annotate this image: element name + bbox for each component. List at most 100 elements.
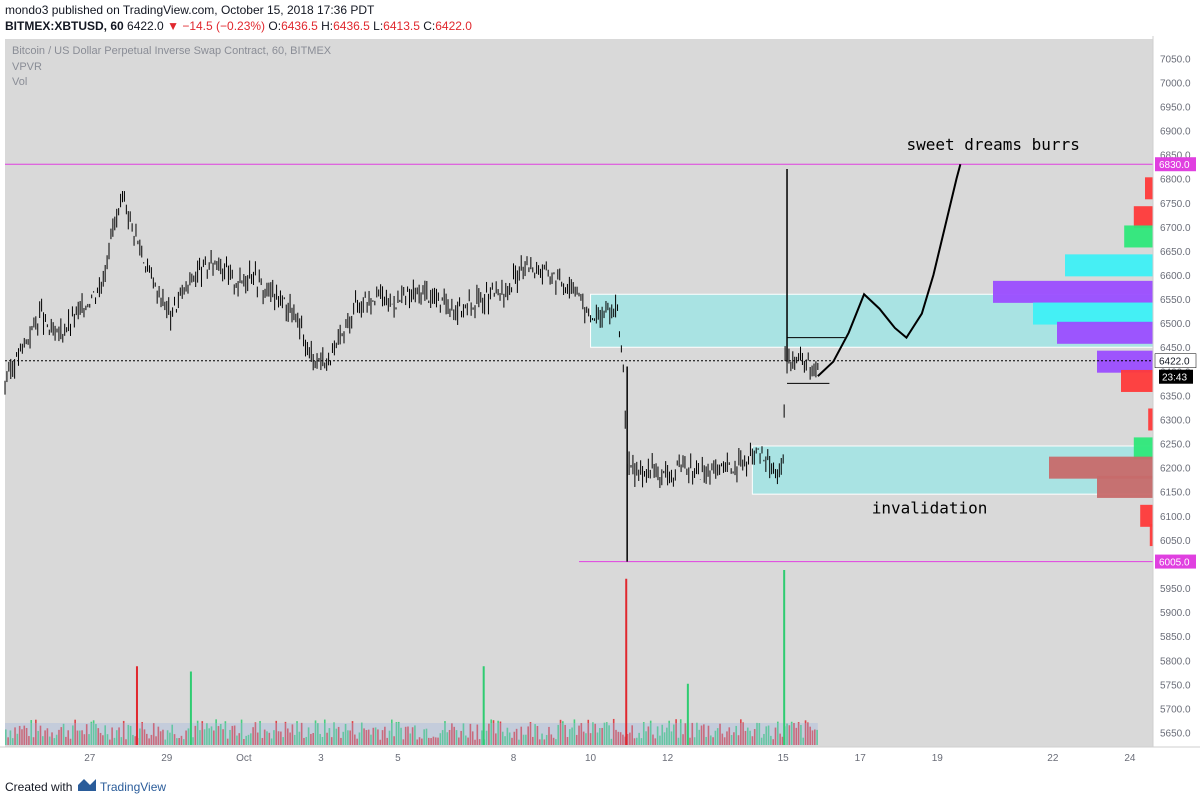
countdown-label-front: 23:43 [1162, 373, 1187, 384]
author-link[interactable]: mondo3 [5, 3, 49, 17]
volume-bar [263, 729, 266, 745]
volume-bar [790, 721, 793, 745]
volume-bar [592, 722, 594, 745]
volume-bar [319, 733, 321, 745]
volume-bar [120, 737, 123, 745]
price-tag-value: 6830.0 [1159, 160, 1190, 171]
volume-bar [95, 724, 97, 745]
volume-bar [772, 739, 774, 745]
volume-bar [631, 725, 633, 745]
volume-bar [176, 738, 178, 745]
projection-path[interactable] [817, 163, 962, 377]
volume-bar [767, 725, 770, 745]
volume-bar [733, 732, 735, 745]
annotation-invalidation[interactable]: invalidation [872, 498, 988, 517]
volume-bar [342, 731, 345, 745]
volume-bar [231, 725, 234, 745]
time-tick: 24 [1124, 753, 1136, 764]
volume-bar [210, 726, 213, 745]
indicator-label[interactable]: VPVR [12, 61, 42, 73]
plot-area[interactable] [5, 39, 1153, 747]
volume-spike [686, 683, 689, 745]
volume-bar [48, 736, 51, 745]
volume-bar [400, 727, 402, 745]
volume-bar [700, 725, 703, 745]
volume-bar [358, 732, 361, 745]
volume-bar [464, 735, 467, 745]
time-axis[interactable] [0, 747, 1200, 773]
volume-bar [545, 734, 548, 745]
volume-bar [793, 722, 795, 745]
volume-bar [134, 736, 137, 745]
time-tick: 15 [778, 753, 790, 764]
volume-bar [280, 731, 282, 745]
volume-bar [384, 726, 386, 745]
tradingview-brand[interactable]: TradingView [100, 780, 167, 794]
volume-bar [645, 731, 647, 745]
volume-bar [802, 737, 805, 745]
volume-bar [640, 738, 643, 745]
volume-bar [804, 720, 807, 745]
vpvr-bar [1097, 475, 1153, 498]
volume-bar [243, 739, 245, 745]
volume-bar [476, 724, 479, 745]
volume-bar [203, 729, 206, 745]
volume-bar [155, 736, 157, 745]
price-tick: 6800.0 [1160, 175, 1191, 186]
volume-bar [638, 732, 640, 745]
volume-bar [763, 733, 765, 745]
vpvr-bar [1057, 321, 1153, 344]
price-tick: 7000.0 [1160, 78, 1191, 89]
volume-bar [536, 726, 539, 745]
vpvr-bar [1133, 206, 1153, 229]
price-tick: 6550.0 [1160, 295, 1191, 306]
price-axis[interactable] [1153, 36, 1200, 747]
volume-bar [622, 734, 624, 745]
vpvr-bar [1148, 408, 1153, 431]
price-tick: 6300.0 [1160, 415, 1191, 426]
price-tick: 6750.0 [1160, 199, 1191, 210]
volume-bar [765, 726, 768, 745]
symbol-ohlc: BITMEX:XBTUSD, 60 6422.0 ▼ −14.5 (−0.23%… [5, 19, 472, 33]
volume-bar [414, 725, 416, 745]
volume-bar [511, 737, 513, 745]
volume-bar [742, 722, 744, 745]
volume-bar [691, 722, 694, 745]
volume-bar [367, 729, 370, 745]
time-tick: 10 [585, 753, 597, 764]
volume-bar [411, 727, 414, 745]
volume-bar [709, 735, 712, 745]
volume-bar [30, 720, 33, 745]
volume-bar [515, 728, 518, 745]
volume-bar [501, 731, 504, 745]
header: mondo3 published on TradingView.com, Oct… [0, 0, 1200, 36]
volume-bar [446, 732, 449, 745]
volume-bar [397, 721, 400, 745]
volume-bar [159, 731, 162, 745]
vpvr-bar [1149, 524, 1153, 547]
volume-bar [663, 732, 666, 745]
price-tag-value: 6422.0 [1159, 357, 1190, 368]
volume-bar [256, 732, 259, 745]
volume-bar [728, 727, 731, 745]
volume-bar [520, 726, 523, 745]
volume-bar [109, 739, 111, 745]
volume-bar [125, 739, 127, 745]
volume-bar [636, 737, 638, 745]
volume-bar [594, 723, 597, 745]
volume-bar [497, 720, 499, 745]
indicator-label[interactable]: Vol [12, 76, 27, 88]
annotation-sweet-dreams[interactable]: sweet dreams burrs [906, 135, 1079, 154]
time-tick: 8 [511, 753, 517, 764]
volume-bar [751, 736, 754, 745]
volume-bar [610, 738, 613, 745]
volume-bar [721, 733, 724, 745]
volume-bar [208, 728, 211, 745]
volume-bar [298, 731, 301, 745]
change-value: −14.5 (−0.23%) [182, 19, 266, 33]
price-chart[interactable]: 6830.0 6005.0 6422.0 23:43 sweet dreams burr… [0, 36, 1200, 773]
volume-bar [222, 729, 224, 745]
volume-bar [529, 722, 532, 745]
volume-bar [5, 729, 7, 745]
volume-bar [83, 734, 86, 745]
